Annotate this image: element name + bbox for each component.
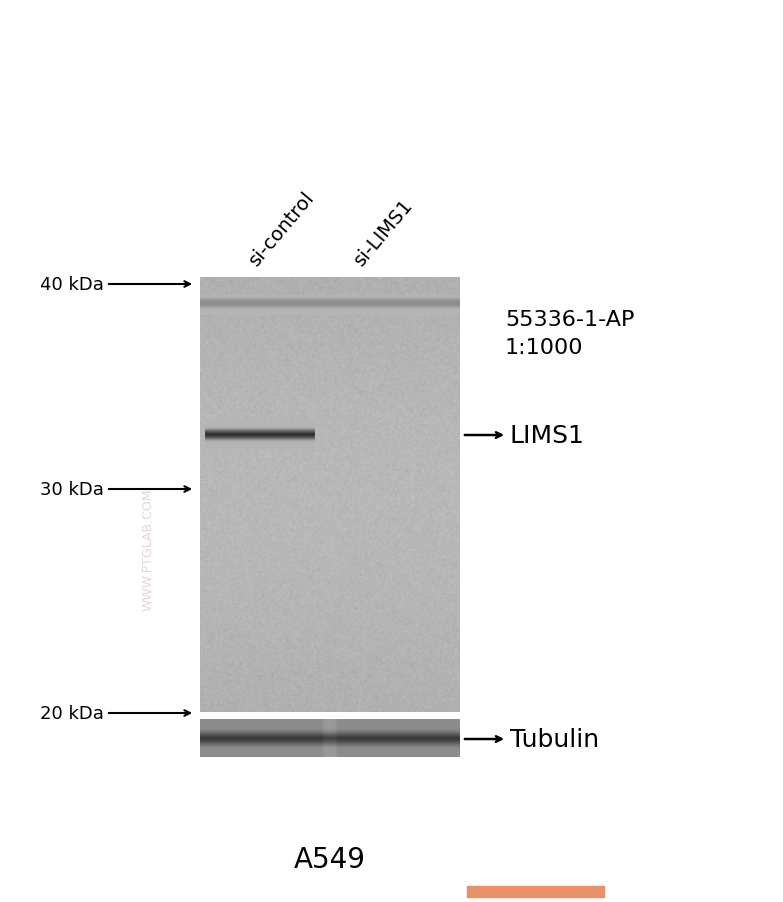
Text: 1:1000: 1:1000 — [505, 337, 583, 357]
Text: si-control: si-control — [245, 189, 318, 270]
Text: 20 kDa: 20 kDa — [40, 704, 104, 723]
Text: A549: A549 — [294, 845, 366, 873]
Bar — [467, 886, 604, 897]
Text: Tubulin: Tubulin — [510, 727, 599, 751]
Text: 40 kDa: 40 kDa — [40, 276, 104, 294]
Text: 30 kDa: 30 kDa — [40, 481, 104, 499]
Text: WWW.PTGLAB.COM: WWW.PTGLAB.COM — [142, 488, 154, 611]
Text: si-LIMS1: si-LIMS1 — [351, 196, 417, 270]
Text: LIMS1: LIMS1 — [510, 424, 585, 447]
Text: 55336-1-AP: 55336-1-AP — [505, 309, 634, 329]
